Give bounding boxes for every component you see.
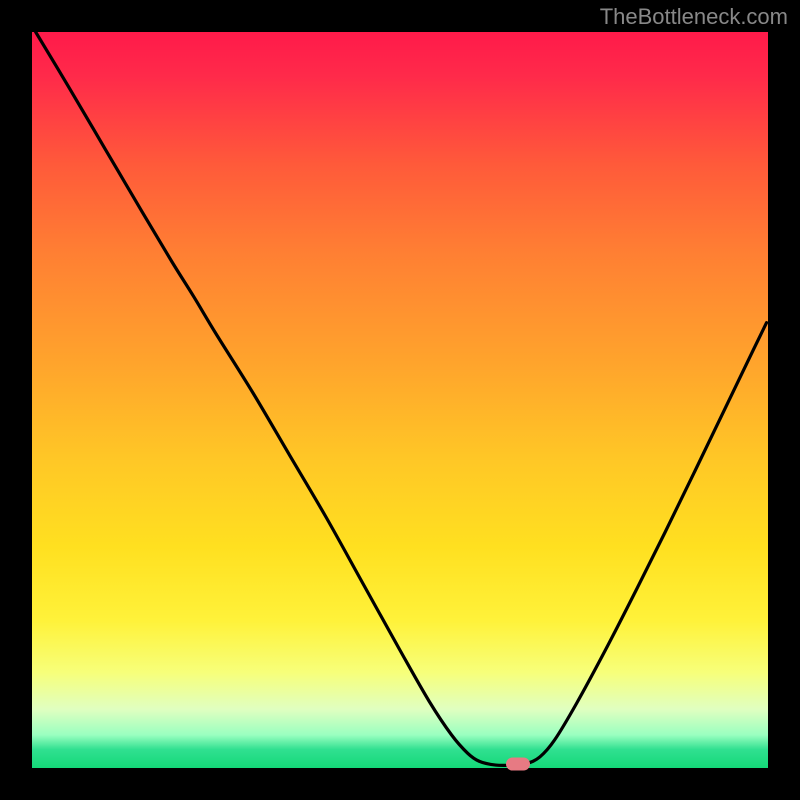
watermark-text: TheBottleneck.com	[600, 4, 788, 30]
chart-curve-layer	[32, 32, 768, 768]
optimal-marker	[506, 757, 530, 770]
bottleneck-curve	[36, 32, 767, 765]
chart-plot-area	[32, 32, 768, 768]
